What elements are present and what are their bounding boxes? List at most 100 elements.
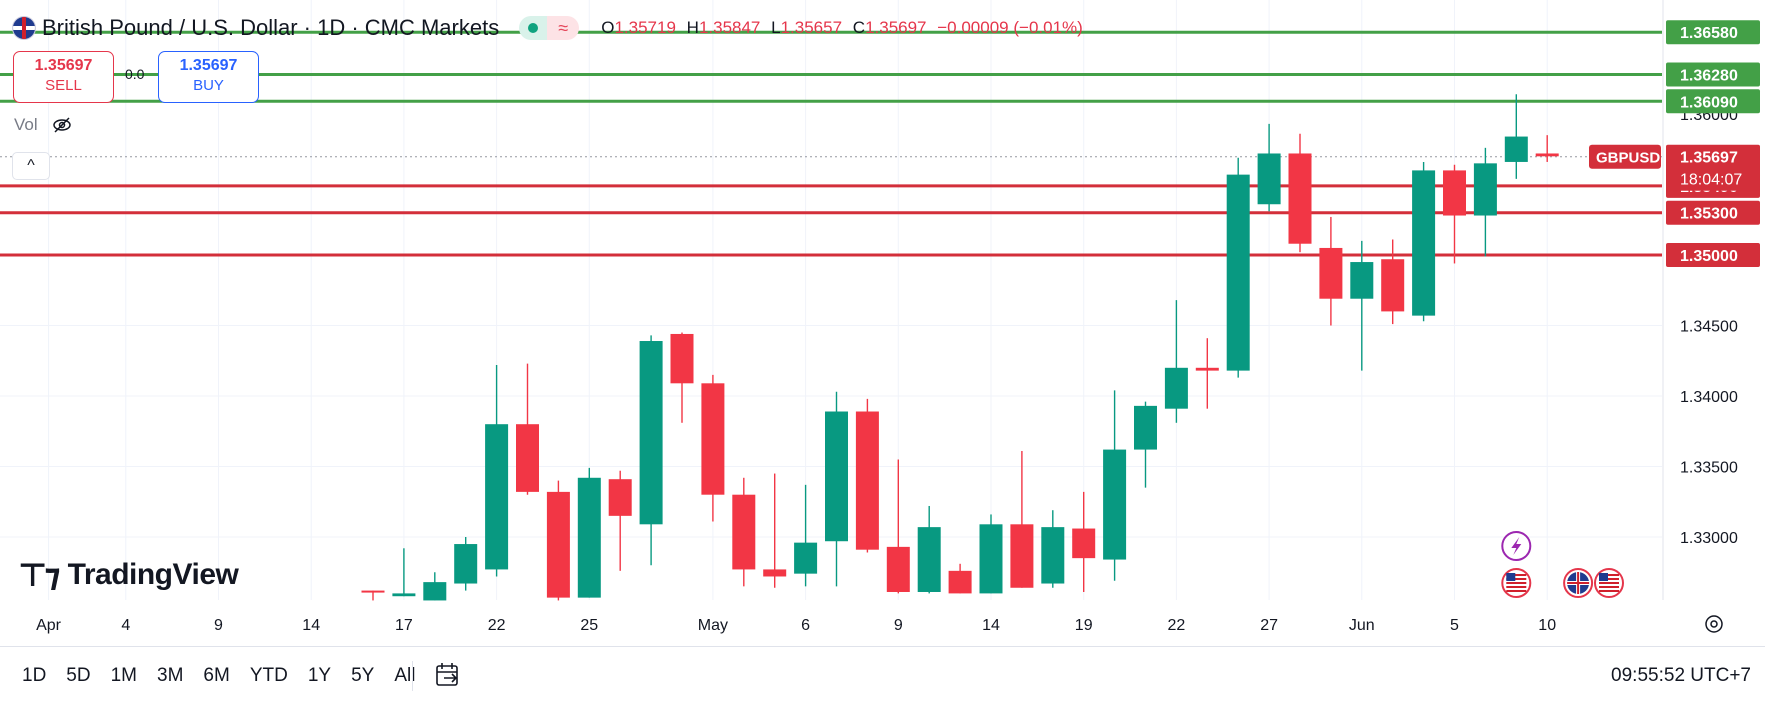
collapse-button[interactable]: ^ (12, 152, 50, 180)
symbol-tag-bg (1589, 144, 1661, 169)
last-price-label: 1.35697 (1680, 150, 1738, 167)
candle-body (1350, 262, 1374, 299)
high-value: 1.35847 (698, 18, 761, 37)
x-tick-label: 19 (1075, 617, 1093, 634)
x-tick-label: 9 (214, 617, 223, 634)
us-flag-icon (1501, 568, 1532, 598)
candle-body (639, 341, 663, 525)
open-value: 1.35719 (614, 18, 676, 37)
x-tick-label: Jun (1349, 617, 1375, 634)
time-axis: Apr 4 9 14 17 22 25 May 6 9 14 19 22 27 Jun 5 10 (36, 615, 1723, 634)
candle-body (1041, 527, 1065, 584)
level-label-bg (1666, 243, 1760, 267)
range-1y[interactable]: 1Y (307, 665, 332, 686)
candle-body (516, 424, 539, 492)
symbol-title[interactable]: British Pound / U.S. Dollar · 1D · CMC M… (42, 15, 500, 40)
low-value: 1.35657 (780, 18, 843, 37)
range-all[interactable]: All (394, 665, 416, 686)
candle-body (825, 411, 848, 542)
candle-body (1195, 367, 1219, 371)
candle-body (1443, 170, 1466, 216)
candle-body (392, 593, 416, 597)
candle-body (886, 546, 910, 592)
lightning-bolt (1511, 537, 1522, 555)
close-label: C (852, 18, 866, 37)
buy-label: BUY (193, 77, 224, 94)
range-ytd[interactable]: YTD (249, 665, 288, 686)
candle-body (763, 569, 787, 577)
x-tick-label: 22 (488, 617, 506, 634)
go-to-date-icon[interactable] (434, 661, 462, 689)
candle-body (361, 590, 385, 593)
x-tick-label: 25 (580, 617, 598, 634)
high-label: H (686, 18, 699, 37)
change-value: −0.00009 (−0.01%) (937, 18, 1083, 37)
flag-stripe (1599, 578, 1619, 580)
level-label: 1.36280 (1680, 68, 1738, 85)
horizontal-levels (0, 30, 1662, 257)
volume-indicator[interactable]: Vol (14, 115, 72, 135)
candle-body (670, 333, 694, 384)
candle-body (1473, 163, 1497, 216)
candle-body (1010, 524, 1034, 588)
buy-button[interactable]: 1.35697 BUY (158, 51, 259, 103)
level-label-bg (1666, 89, 1760, 114)
level-label-bg (1666, 20, 1760, 45)
candle-body (1072, 528, 1096, 559)
level-label: 1.36090 (1680, 94, 1738, 111)
sell-price: 1.35697 (34, 57, 93, 74)
candle-body (855, 411, 879, 550)
close-value: 1.35697 (865, 18, 927, 37)
market-status-pill[interactable]: ≈ (519, 16, 580, 40)
flag-stripe (1506, 590, 1527, 592)
lightning-icon (1501, 531, 1532, 561)
tradingview-logo: ⊤⁊ TradingView (18, 556, 239, 594)
level-label: 1.36580 (1680, 25, 1738, 42)
buy-price: 1.35697 (179, 57, 238, 74)
x-tick-label: 5 (1450, 617, 1459, 634)
candle-body (1412, 170, 1436, 316)
flag-stripe (1599, 590, 1619, 592)
wave-icon: ≈ (547, 16, 580, 40)
price-chart[interactable]: 1.33000 1.33500 1.34000 1.34500 1.35000 1.360… (0, 0, 1765, 646)
candle-body (608, 479, 632, 516)
flag-stripe (1506, 578, 1527, 580)
eye-hidden-icon[interactable] (52, 115, 72, 135)
countdown-label: 18:04:07 (1680, 172, 1742, 189)
flag-stripe (1506, 574, 1527, 576)
flag-stripe (1599, 574, 1619, 576)
range-3m[interactable]: 3M (157, 665, 184, 686)
range-selector: 1D 5D 1M 3M 6M YTD 1Y 5Y All (22, 665, 435, 687)
x-tick-label: 17 (395, 617, 413, 634)
candle-body (732, 494, 756, 570)
x-tick-label: 14 (982, 617, 1000, 634)
bottom-toolbar: 1D 5D 1M 3M 6M YTD 1Y 5Y All 09:55:52 UT… (0, 646, 1765, 705)
flag-red-v (1577, 572, 1580, 594)
volume-label: Vol (14, 115, 38, 134)
candles (361, 94, 1559, 601)
uk-flag-icon (1563, 568, 1594, 598)
open-label: O (601, 18, 615, 37)
event-markers (1501, 531, 1624, 598)
range-5d[interactable]: 5D (66, 665, 91, 686)
level-label-bg (1666, 200, 1760, 225)
last-price-badge (1666, 144, 1760, 191)
chart-settings-icon-center (1710, 620, 1718, 628)
flag-stripe (1506, 586, 1527, 588)
range-1m[interactable]: 1M (110, 665, 137, 686)
symbol-tag: GBPUSD (1596, 150, 1660, 167)
gbp-usd-flag-icon (13, 17, 35, 39)
ohlc-values: O1.35719 H1.35847 L1.35657 C1.35697 −0.0… (601, 18, 1089, 38)
candle-body (546, 491, 570, 598)
tradingview-mark-icon: ⊤⁊ (18, 557, 61, 593)
y-tick-label: 1.34000 (1680, 389, 1738, 406)
x-tick-label: 6 (801, 617, 810, 634)
clock-timezone[interactable]: 09:55:52 UTC+7 (1611, 665, 1751, 686)
level-label: 1.35000 (1680, 248, 1738, 265)
range-6m[interactable]: 6M (203, 665, 230, 686)
candle-body (1504, 136, 1528, 162)
range-5y[interactable]: 5Y (351, 665, 375, 686)
range-1d[interactable]: 1D (22, 665, 47, 686)
sell-button[interactable]: 1.35697 SELL (13, 51, 114, 103)
x-tick-label: May (698, 617, 728, 634)
